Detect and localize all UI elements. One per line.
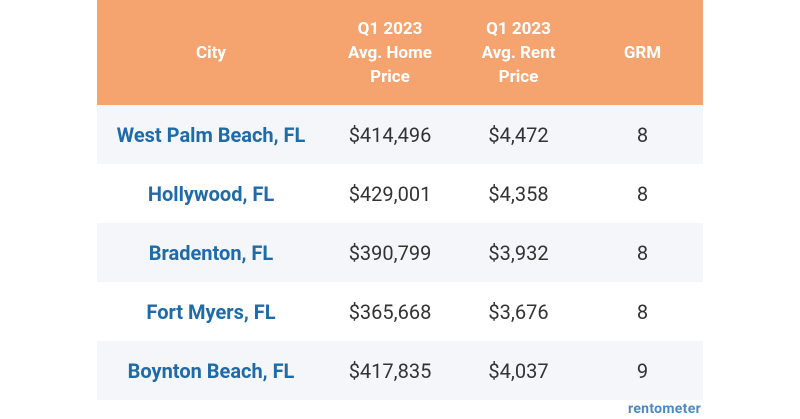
- value-cell: 8: [636, 122, 649, 147]
- header-line: City: [196, 42, 226, 63]
- value-cell: 8: [636, 240, 649, 265]
- table-row: Boynton Beach, FL $417,835 $4,037 9: [97, 341, 703, 400]
- table-row: Hollywood, FL $429,001 $4,358 8: [97, 164, 703, 223]
- header-line: Avg. Rent: [481, 42, 556, 63]
- header-cell: City: [97, 41, 325, 65]
- value-cell: $390,799: [348, 240, 432, 265]
- header-line: Price: [498, 66, 539, 87]
- table-row: West Palm Beach, FL $414,496 $4,472 8: [97, 105, 703, 164]
- value-cell: 8: [636, 181, 649, 206]
- header-row: City Q1 2023 Avg. Home Price Q1 2023 Avg. Ren…: [97, 0, 703, 105]
- header-cell: Q1 2023 Avg. Home Price: [325, 17, 455, 89]
- header-cell: GRM: [582, 41, 703, 65]
- value-cell: $4,358: [488, 181, 549, 206]
- header-line: Q1 2023: [486, 18, 551, 39]
- header-cell: Q1 2023 Avg. Rent Price: [455, 17, 582, 89]
- logo: rentometer: [628, 401, 701, 417]
- value-cell: $417,835: [348, 358, 432, 383]
- header-line: GRM: [623, 42, 662, 63]
- header-line: Avg. Home: [348, 42, 432, 63]
- header-line: Q1 2023: [357, 18, 423, 39]
- value-cell: $429,001: [348, 181, 432, 206]
- table-row: Bradenton, FL $390,799 $3,932 8: [97, 223, 703, 282]
- city-cell: Hollywood, FL: [147, 181, 275, 206]
- city-cell: West Palm Beach, FL: [116, 122, 306, 147]
- table-row: Fort Myers, FL $365,668 $3,676 8: [97, 282, 703, 341]
- value-cell: $3,676: [488, 299, 549, 324]
- table: City Q1 2023 Avg. Home Price Q1 2023 Avg. Ren…: [97, 0, 703, 400]
- city-cell: Boynton Beach, FL: [127, 358, 295, 383]
- value-cell: 9: [636, 358, 649, 383]
- value-cell: $414,496: [348, 122, 432, 147]
- value-cell: $4,037: [488, 358, 549, 383]
- value-cell: $4,472: [488, 122, 549, 147]
- value-cell: $3,932: [488, 240, 549, 265]
- value-cell: 8: [636, 299, 649, 324]
- header-line: Price: [370, 66, 410, 87]
- city-cell: Fort Myers, FL: [146, 299, 276, 324]
- city-cell: Bradenton, FL: [148, 240, 274, 265]
- value-cell: $365,668: [348, 299, 432, 324]
